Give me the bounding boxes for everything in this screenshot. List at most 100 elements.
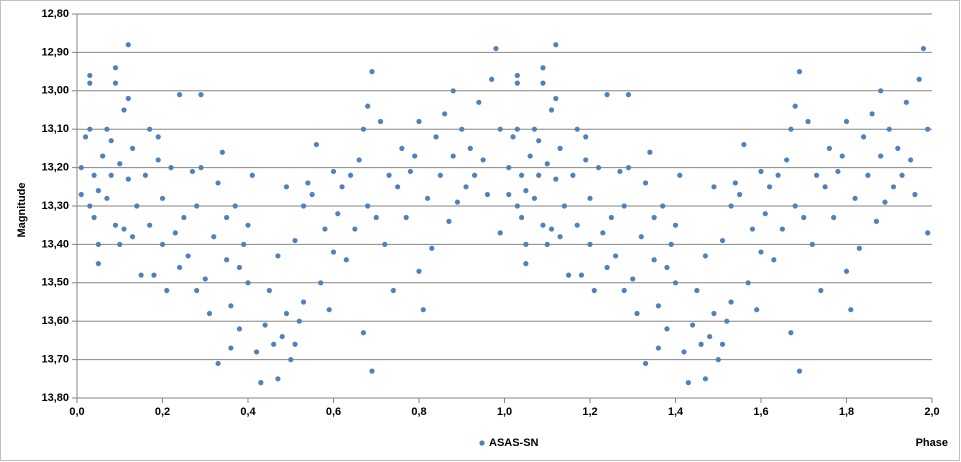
data-point [724,318,730,324]
data-point [446,218,452,224]
data-point [523,188,529,194]
data-point [476,99,482,105]
data-point [638,234,644,240]
data-point [395,184,401,190]
data-point [762,211,768,217]
data-point [335,211,341,217]
data-point [737,191,743,198]
data-point [283,310,290,317]
data-point [211,234,217,240]
data-point [407,168,414,175]
data-point [758,168,764,175]
data-point [745,280,751,286]
data-point [138,272,144,278]
data-point [514,126,520,132]
data-point [125,42,131,48]
data-point [540,65,546,71]
data-point [224,214,230,221]
data-point [890,184,897,190]
data-point [715,357,721,363]
data-point [283,184,290,190]
data-point [544,161,550,167]
data-point [664,264,670,271]
data-point [437,172,443,178]
data-point [416,268,422,274]
data-point [300,299,307,305]
data-point [801,214,807,221]
data-point [129,234,136,240]
data-point [155,134,161,140]
y-tick-label: 13,70 [41,354,69,366]
data-point [655,345,662,351]
y-tick-label: 12,80 [41,8,69,20]
data-point [87,80,93,86]
data-point [608,214,614,221]
data-point [117,241,123,247]
data-point [719,341,726,347]
x-tick-label: 1,6 [753,406,768,418]
data-point [796,368,803,374]
data-point [292,341,298,347]
data-point [570,172,576,178]
data-point [369,368,375,374]
data-point [527,153,533,159]
data-point [420,307,426,313]
data-point [514,80,520,86]
data-point [809,241,815,247]
data-point [766,184,773,190]
x-axis-label: Phase [916,437,948,449]
data-point [805,118,811,125]
data-point [275,376,281,382]
data-point [360,126,367,132]
data-point [587,241,593,247]
data-point [690,322,696,328]
data-point [540,80,546,86]
data-point [916,76,922,82]
data-point [523,241,529,247]
data-point [792,103,798,109]
data-point [519,172,525,178]
data-point [442,111,448,117]
data-point [91,214,97,221]
x-tick-label: 1,4 [668,406,684,418]
data-point [548,226,555,232]
data-point [861,134,867,140]
data-point [843,268,850,274]
y-tick-label: 13,60 [41,315,69,327]
data-point [822,184,828,190]
data-point [878,153,884,159]
data-point [843,118,850,125]
data-point [587,195,593,201]
data-point [604,264,610,271]
data-point [215,180,221,186]
data-point [104,126,110,132]
data-point [330,168,337,175]
data-point [87,126,93,132]
data-point [129,145,136,151]
data-point [595,165,602,171]
data-point [95,261,101,267]
data-point [796,69,803,75]
data-point [630,276,636,282]
data-point [792,203,798,209]
data-point [185,253,191,259]
data-point [305,180,311,186]
data-point [561,203,567,209]
data-point [642,360,649,367]
data-point [835,168,841,175]
data-point [719,237,726,244]
data-point [557,145,563,151]
data-point [925,230,931,236]
data-point [181,214,187,221]
data-point [326,307,332,313]
data-point [112,222,119,228]
data-point [707,333,713,340]
data-point [343,257,349,263]
y-tick-label: 13,00 [41,85,69,97]
data-point [365,203,371,209]
data-point [553,95,559,102]
data-point [147,222,153,228]
data-point [728,203,734,209]
data-point [668,241,674,247]
data-point [82,134,89,140]
